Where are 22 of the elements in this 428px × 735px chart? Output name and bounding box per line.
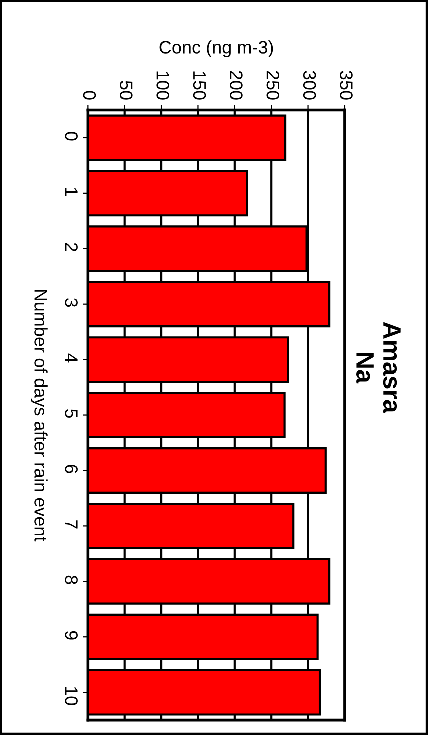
y-tick-label: 3 (65, 298, 78, 308)
y-tick-label: 8 (65, 576, 78, 584)
y-tick-label: 4 (65, 354, 78, 363)
x-tick-label: 50 (120, 81, 133, 100)
x-tick-label: 150 (193, 72, 206, 100)
y-tick-label: 2 (65, 243, 78, 252)
text: Amasra Na (356, 322, 401, 414)
y-axis-title: Number of days after rain event (31, 290, 48, 542)
x-tick-label: 0 (83, 91, 96, 100)
x-tick-label: 350 (340, 71, 353, 100)
y-tick-label: 7 (65, 520, 78, 529)
y-tick-label: 9 (65, 631, 78, 640)
x-tick-label: 100 (156, 72, 170, 100)
y-tick-label: 6 (65, 465, 78, 474)
x-tick-label: 300 (303, 71, 316, 100)
x-tick-label: 250 (266, 71, 280, 100)
x-axis-title: Conc (ng m-3) (160, 40, 274, 58)
y-tick-label: 10 (65, 687, 78, 706)
y-tick-label: 5 (65, 409, 78, 418)
x-tick-label: 200 (230, 71, 243, 100)
y-tick-label: 1 (65, 188, 78, 196)
y-tick-label: 0 (65, 132, 78, 141)
